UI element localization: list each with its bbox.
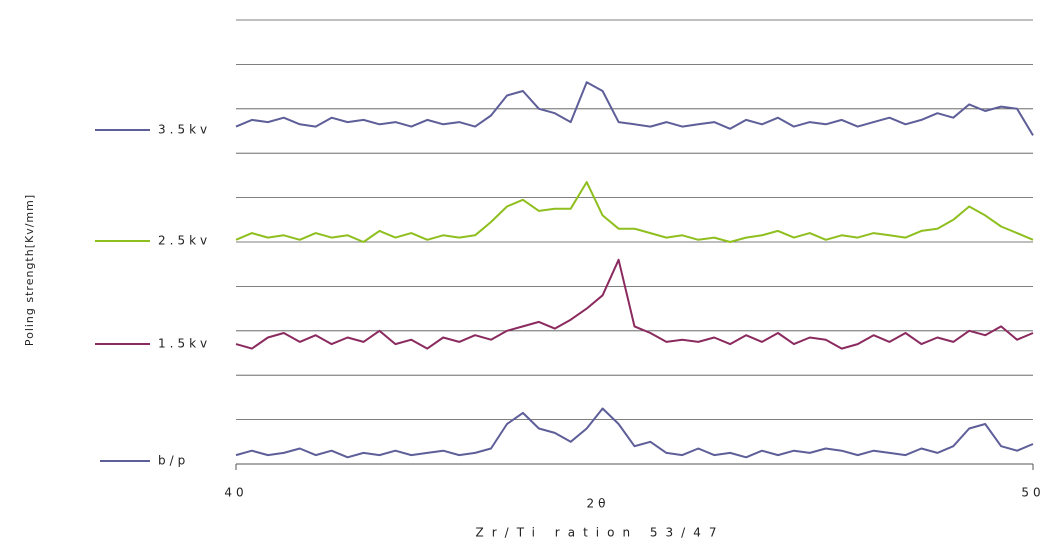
series-line <box>235 81 1034 136</box>
x-tick-label: 50 <box>1021 486 1044 500</box>
legend-label: 3.5kv <box>158 123 211 137</box>
x-axis-label: 2θ <box>587 497 610 511</box>
y-axis-label: Poling strength[Kv/mm] <box>23 194 36 346</box>
subtitle: Zr/Ti ration 53/47 <box>476 526 725 540</box>
x-tick-label: 40 <box>224 486 247 500</box>
series-line <box>235 181 1034 243</box>
legend-label: 2.5kv <box>158 234 211 248</box>
series-line <box>235 407 1034 459</box>
legend-label: 1.5kv <box>158 337 211 351</box>
legend-label: b/p <box>158 454 189 468</box>
series-line <box>235 258 1034 350</box>
